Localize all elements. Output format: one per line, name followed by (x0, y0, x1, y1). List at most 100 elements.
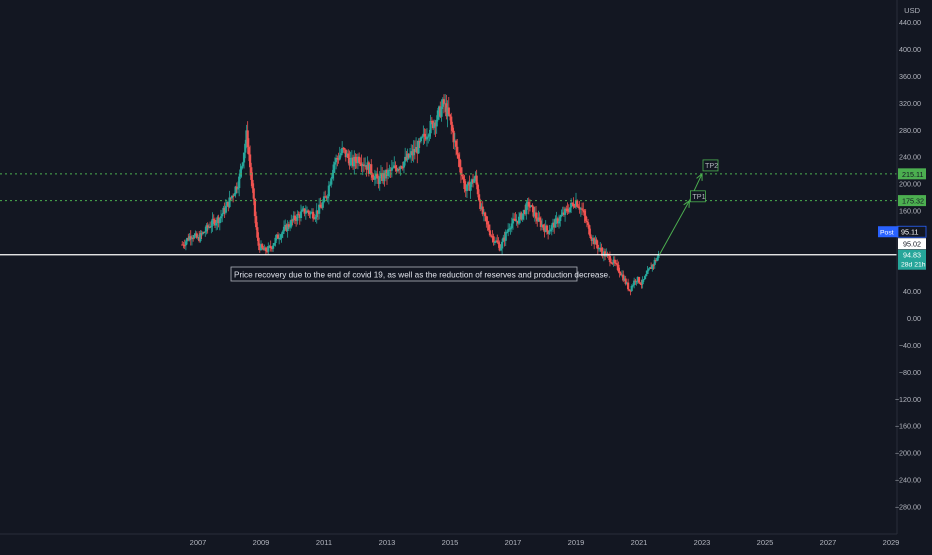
candle-body (494, 240, 498, 242)
candle-body (393, 165, 396, 168)
candle-body (465, 184, 469, 192)
candle-body (242, 152, 246, 163)
candle-body (377, 178, 380, 185)
candle-body (291, 219, 294, 221)
candle-body (297, 214, 300, 216)
candle-body (641, 279, 644, 285)
candle-body (570, 202, 573, 208)
candle-body (602, 251, 605, 257)
candle-body (241, 162, 244, 167)
time-axis[interactable]: 2007 2009 2011 2013 2015 2017 2019 2021 2023 2025… (190, 538, 900, 547)
candle-body (202, 232, 206, 234)
annotation-box[interactable]: Price recovery due to the end of covid 1… (230, 266, 610, 282)
candle-body (355, 161, 358, 164)
candle-body (182, 244, 185, 246)
candle-body (404, 156, 407, 162)
candle-body (562, 212, 565, 215)
candle-body (309, 212, 312, 215)
x-tick-label: 2017 (505, 538, 522, 547)
candle-body (527, 202, 530, 207)
candle-body (536, 218, 539, 222)
candle-body (299, 211, 303, 219)
candle-body (599, 247, 602, 249)
candle-body (418, 140, 421, 142)
candle-body (505, 231, 509, 233)
candle-body (256, 227, 259, 238)
candle-body (223, 207, 226, 213)
candle-body (544, 225, 547, 232)
candle-body (600, 247, 603, 252)
candle-body (480, 206, 483, 210)
candle-body (281, 231, 284, 234)
candle-body (447, 107, 450, 115)
candle-body (246, 130, 249, 148)
candle-body (608, 255, 612, 263)
candle-body (496, 240, 499, 243)
crosshair-price: 95.02 (903, 240, 921, 249)
candle-body (637, 277, 641, 283)
currency-label: USD (904, 6, 920, 15)
y-tick-label: 320.00 (899, 99, 921, 108)
x-tick-label: 2019 (568, 538, 585, 547)
candle-body (424, 136, 427, 140)
candle-body (218, 218, 221, 224)
target-label-box[interactable] (690, 190, 706, 203)
candle-body (528, 206, 532, 208)
candle-body (187, 238, 190, 241)
candle-body (468, 182, 471, 191)
candle-body (406, 153, 409, 160)
candle-body (436, 110, 439, 120)
candle-body (611, 263, 614, 265)
candle-body (556, 218, 559, 224)
candlestick-series (181, 94, 660, 296)
candle-body (322, 196, 326, 203)
candle-body (516, 220, 519, 224)
candle-body (217, 217, 220, 224)
candle-body (433, 122, 436, 129)
candle-body (339, 153, 343, 156)
candle-body (439, 106, 442, 117)
candle-body (382, 173, 385, 181)
candle-body (349, 159, 352, 166)
candle-body (325, 196, 328, 199)
candle-body (640, 283, 643, 285)
candle-body (213, 219, 217, 226)
candle-body (221, 214, 224, 217)
candle-body (257, 237, 260, 246)
candle-body (557, 221, 561, 224)
x-tick-label: 2021 (631, 538, 648, 547)
x-tick-label: 2029 (883, 538, 900, 547)
post-label: Post (880, 230, 894, 237)
current-price-badge (898, 249, 926, 270)
candle-body (238, 176, 241, 189)
candle-body (385, 169, 389, 177)
target-label-box[interactable] (702, 159, 719, 172)
candle-body (353, 156, 356, 167)
candle-body (219, 216, 223, 219)
candle-body (194, 233, 197, 236)
x-tick-label: 2027 (820, 538, 837, 547)
candle-body (488, 230, 492, 236)
candle-body (269, 245, 272, 249)
candle-body (650, 267, 653, 269)
candle-body (395, 168, 398, 172)
candle-body (301, 209, 304, 212)
candle-body (633, 280, 636, 286)
candle-body (328, 184, 332, 186)
candle-body (201, 232, 204, 235)
candle-body (345, 153, 349, 158)
price-axis[interactable]: USD 440.00 400.00 360.00 320.00 280.00 240.00… (895, 6, 921, 511)
candle-body (376, 173, 379, 179)
candle-body (314, 217, 317, 219)
candle-body (209, 226, 212, 228)
candle-body (240, 166, 243, 170)
candle-body (626, 282, 630, 290)
candle-body (500, 241, 504, 249)
candle-body (517, 216, 521, 224)
candle-body (549, 229, 552, 232)
candle-body (302, 208, 305, 210)
candle-body (504, 231, 507, 241)
candle-body (577, 206, 580, 208)
